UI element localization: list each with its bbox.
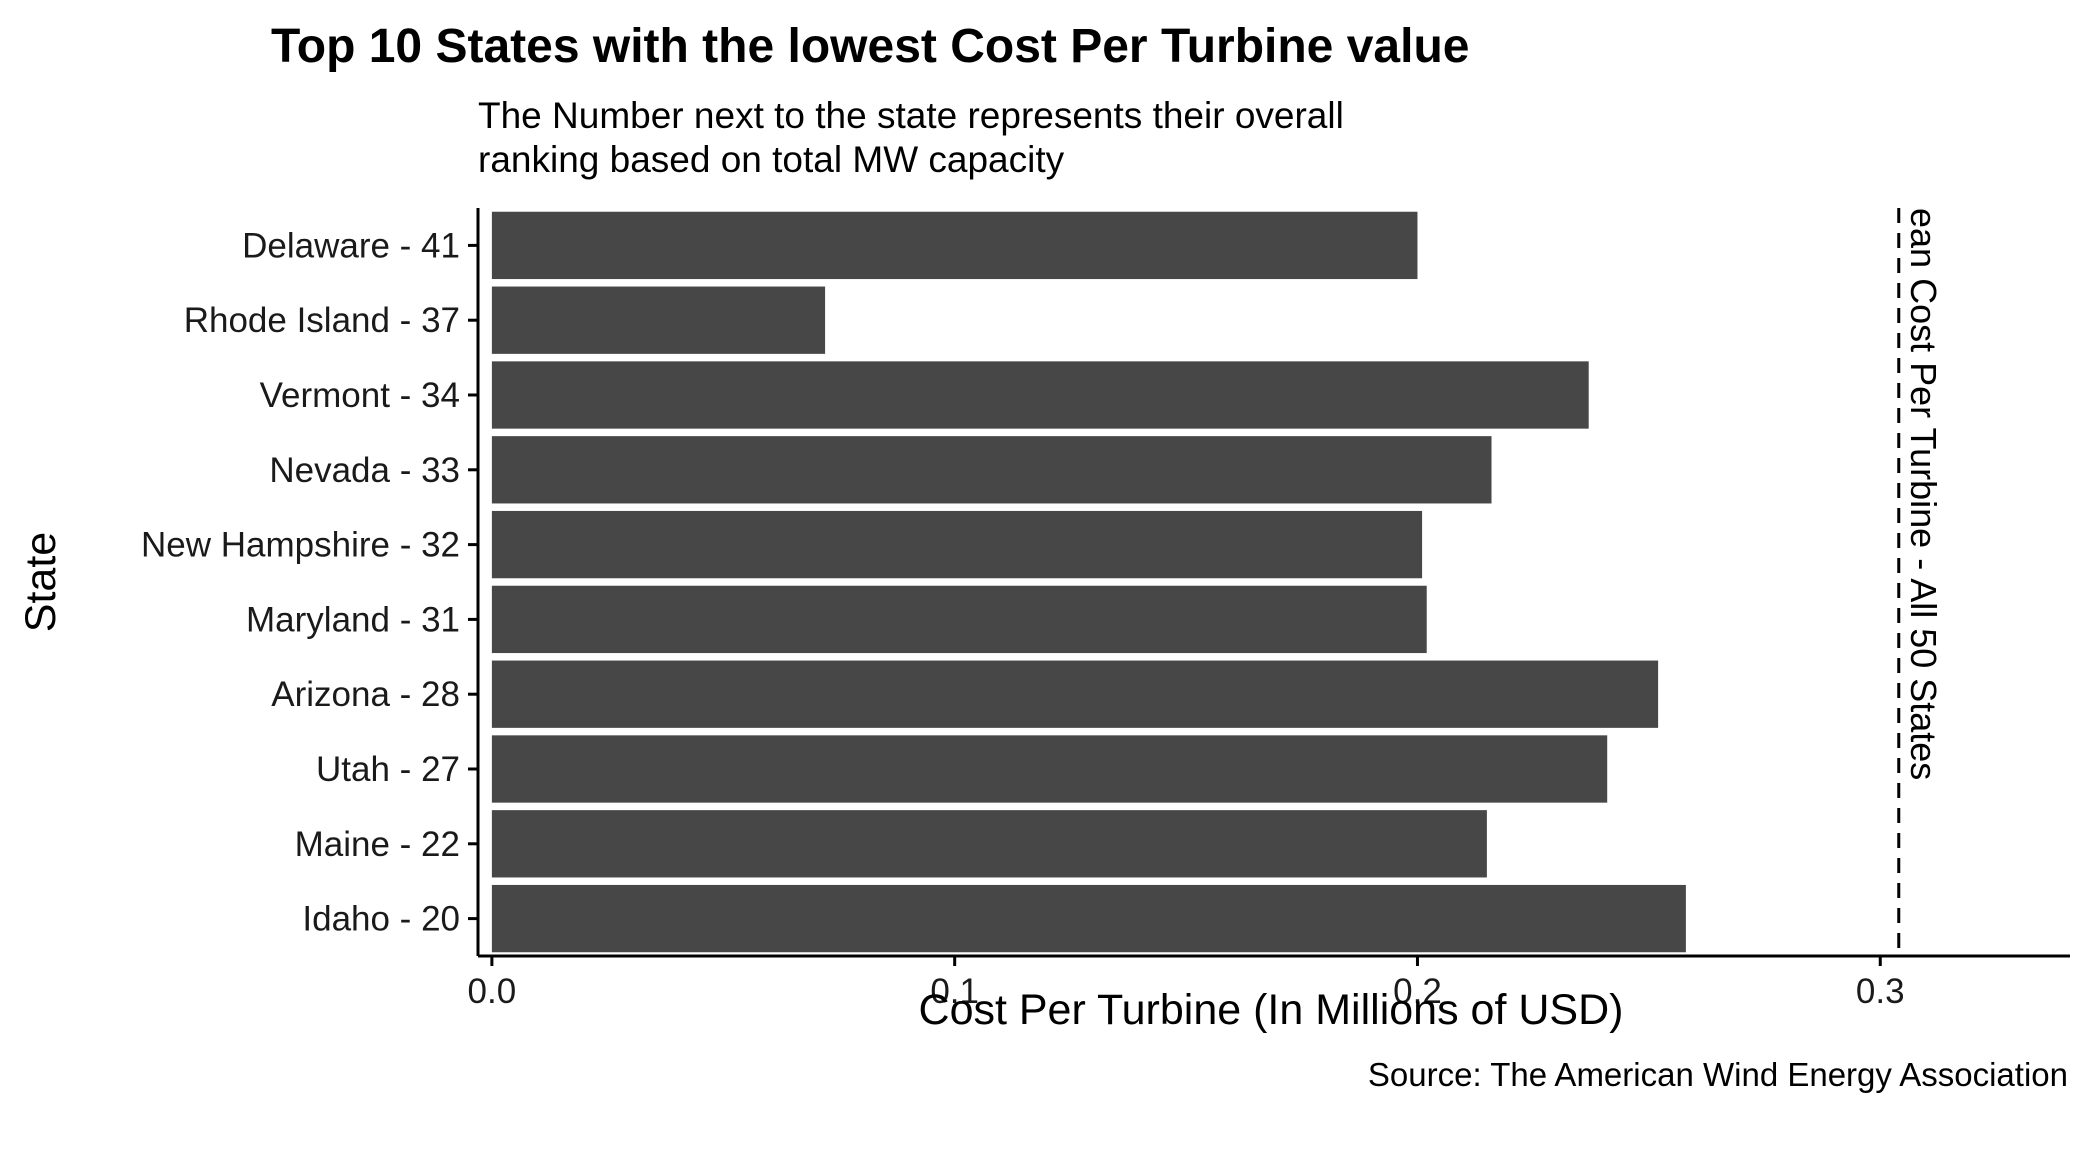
x-tick-label: 0.2 <box>1393 972 1442 1011</box>
chart-subtitle: The Number next to the state represents … <box>478 95 1354 180</box>
x-tick-label: 0.3 <box>1856 972 1905 1011</box>
x-axis-ticks: 0.0 0.1 0.2 0.3 <box>468 956 1905 1011</box>
bar <box>491 585 1427 654</box>
y-tick-label: Utah - 27 <box>316 750 460 789</box>
chart-title: Top 10 States with the lowest Cost Per T… <box>271 20 1469 73</box>
bar <box>491 884 1686 953</box>
bar <box>491 361 1589 429</box>
chart-subtitle-line-2: ranking based on total MW capacity <box>478 139 1065 180</box>
x-tick-label: 0.0 <box>468 972 517 1011</box>
bar <box>491 810 1487 878</box>
y-tick-label: Vermont - 34 <box>260 376 460 415</box>
y-tick-label: Nevada - 33 <box>269 451 460 490</box>
x-axis-title: Cost Per Turbine (In Millions of USD) <box>919 986 1624 1034</box>
bar <box>491 286 826 354</box>
bars-group <box>491 211 1686 953</box>
x-tick-label: 0.1 <box>930 972 979 1011</box>
bar <box>491 510 1423 579</box>
y-tick-label: Rhode Island - 37 <box>184 301 460 340</box>
bar <box>491 211 1418 280</box>
chart-subtitle-line-1: The Number next to the state represents … <box>478 95 1344 136</box>
y-tick-label: Arizona - 28 <box>271 675 460 714</box>
y-tick-label: Maine - 22 <box>295 825 460 864</box>
y-axis-ticks: Delaware - 41 Rhode Island - 37 Vermont - … <box>141 226 478 939</box>
y-tick-label: Delaware - 41 <box>242 226 460 265</box>
bar <box>491 735 1608 803</box>
y-tick-label: New Hampshire - 32 <box>141 526 460 565</box>
bar <box>491 436 1492 504</box>
chart-caption: Source: The American Wind Energy Associa… <box>1368 1056 2068 1093</box>
y-axis-title: State <box>17 532 65 632</box>
mean-reference-label: ean Cost Per Turbine - All 50 States <box>1903 208 1944 780</box>
y-tick-label: Maryland - 31 <box>246 600 460 639</box>
bar <box>491 660 1659 728</box>
y-tick-label: Idaho - 20 <box>302 900 460 939</box>
